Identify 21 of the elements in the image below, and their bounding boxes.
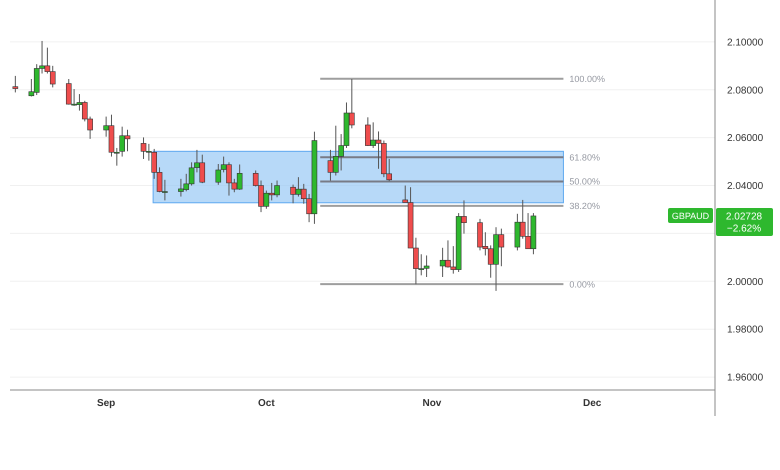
x-tick-label: Dec [582, 398, 602, 409]
annotation: 0.00% [569, 279, 595, 290]
y-tick-label: 2.00000 [727, 276, 764, 288]
x-tick-label: Oct [258, 398, 276, 409]
candlestick [424, 254, 430, 278]
annotation: GBPAUD [672, 211, 710, 222]
x-tick-label: Nov [422, 398, 442, 409]
y-tick-label: 2.04000 [727, 181, 764, 192]
y-tick-label: 2.06000 [727, 133, 764, 144]
y-tick-label: 1.98000 [727, 324, 764, 336]
text: −2.62% [726, 223, 762, 234]
annotation: 61.80% [569, 152, 600, 162]
annotation: 50.00% [569, 176, 600, 187]
x-tick-label: Sep [96, 398, 116, 409]
text: 2.02728 [726, 211, 763, 222]
y-tick-label: 1.96000 [727, 372, 764, 384]
annotation: 38.20% [569, 201, 600, 212]
y-tick-label: 2.10000 [727, 37, 764, 48]
y-tick-label: 2.08000 [727, 85, 764, 96]
candlestick [12, 75, 18, 93]
annotation: 100.00% [569, 74, 605, 84]
